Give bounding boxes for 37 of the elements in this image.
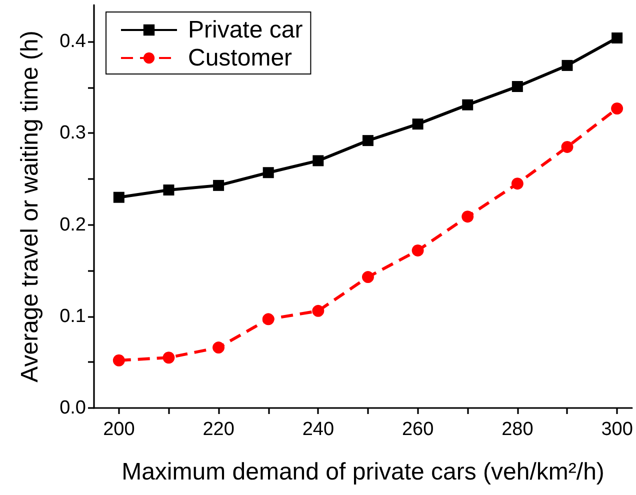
point [362,135,374,146]
point [112,354,125,366]
point [312,304,324,317]
point [412,118,424,130]
y-tick-label: 0.2 [60,214,86,236]
point [562,60,573,71]
x-tick-label: 200 [103,419,135,440]
point [262,167,274,178]
point [511,178,524,190]
x-tick-label: 220 [202,419,234,440]
point [162,352,175,364]
legend-label: Customer [188,44,292,72]
point [362,271,374,284]
y-tick-label: 0.1 [60,306,86,327]
point [462,99,474,110]
point [113,192,124,203]
x-tick-label: 300 [601,419,633,440]
point [612,32,623,44]
point [462,210,474,223]
point [611,102,624,114]
y-axis-title: Average travel or waiting time (h) [16,30,44,382]
x-tick-label: 240 [302,419,334,440]
legend-label: Private car [188,16,303,44]
point [312,155,324,166]
x-axis-title: Maximum demand of private cars (veh/km²/h) [122,458,604,486]
point [262,313,274,326]
point [412,244,424,256]
x-tick-label: 260 [402,419,434,440]
point [212,342,225,354]
point [163,184,174,196]
point [512,81,523,92]
y-tick-label: 0.0 [60,398,86,418]
point [213,180,224,191]
point [561,140,574,153]
x-tick-label: 280 [502,419,534,440]
y-tick-label: 0.3 [60,122,86,144]
y-tick-label: 0.4 [60,31,86,52]
